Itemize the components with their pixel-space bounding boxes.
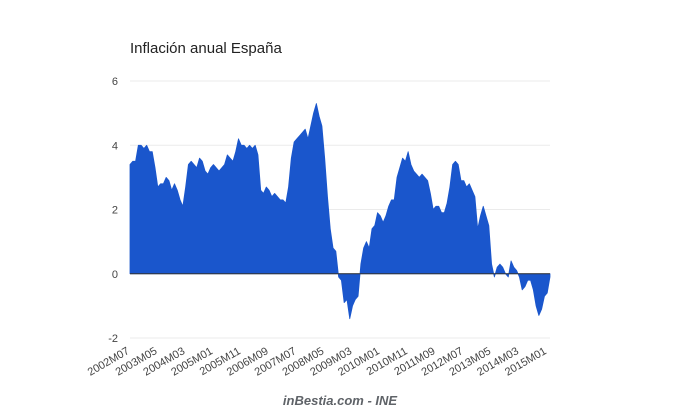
area-layer — [129, 103, 551, 320]
y-tick-label: 6 — [112, 76, 118, 88]
y-axis-ticks: 6 4 2 0 -2 — [108, 76, 118, 345]
y-tick-label: 2 — [112, 205, 118, 217]
y-tick-label: 4 — [112, 140, 118, 152]
y-tick-label: 0 — [112, 269, 118, 281]
x-axis-ticks: 2002M072003M052004M032005M012005M112006M… — [86, 345, 549, 378]
y-tick-label: -2 — [108, 333, 118, 345]
chart-title: Inflación anual España — [130, 40, 282, 57]
series-area — [129, 103, 551, 320]
source-caption: inBestia.com - INE — [282, 393, 398, 408]
